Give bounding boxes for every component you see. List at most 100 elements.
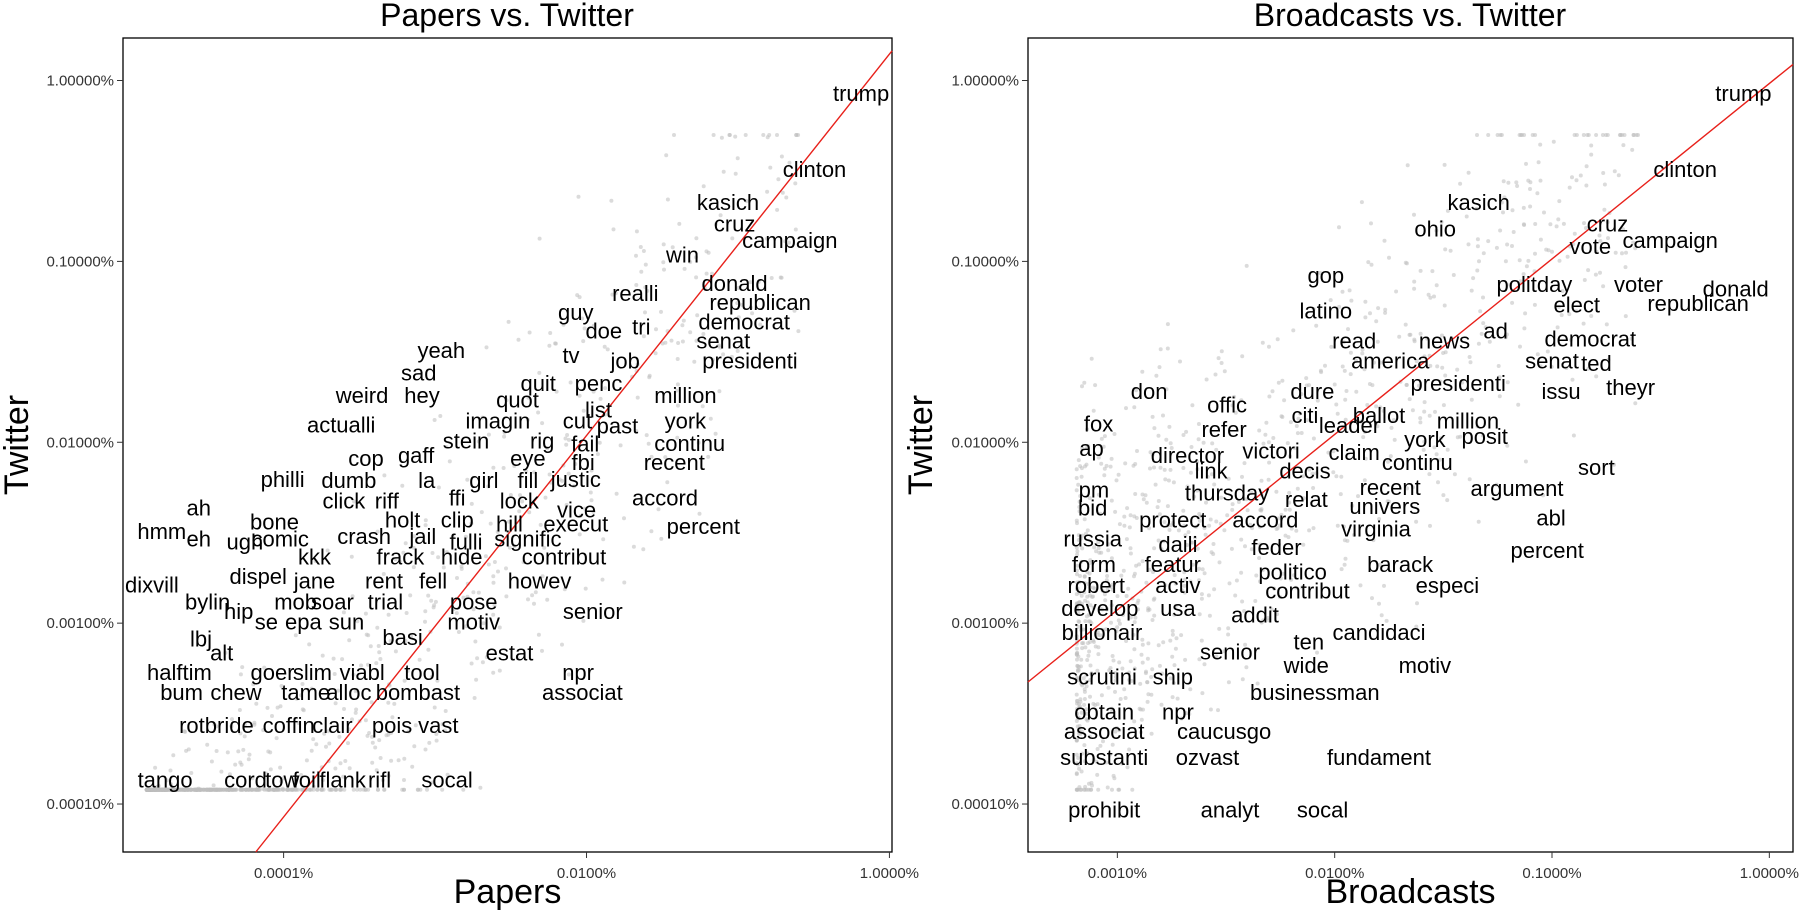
background-point (1094, 759, 1099, 764)
background-point (1474, 206, 1479, 211)
background-point (349, 554, 354, 559)
word-label-robert: robert (1068, 573, 1125, 598)
word-label-riff: riff (375, 489, 400, 514)
background-point (1278, 595, 1282, 599)
y-tick-label: 0.10000% (951, 253, 1019, 270)
background-point (575, 293, 580, 298)
background-point (1240, 677, 1245, 682)
background-point (1079, 657, 1084, 662)
background-point (238, 731, 243, 736)
word-label-politday: politday (1496, 272, 1572, 297)
word-label-relat: relat (1285, 487, 1328, 512)
background-point (1561, 221, 1566, 226)
word-label-ffi: ffi (449, 485, 466, 510)
background-point (581, 339, 586, 344)
background-point (1082, 787, 1087, 792)
background-point (775, 133, 779, 137)
background-point (718, 213, 723, 218)
background-point (436, 555, 441, 560)
background-point (527, 330, 532, 335)
background-point (233, 762, 238, 767)
background-point (1567, 185, 1572, 190)
background-point (1202, 571, 1207, 576)
background-point (1149, 675, 1154, 679)
background-point (1159, 547, 1164, 552)
background-point (402, 678, 407, 683)
background-point (211, 783, 216, 788)
background-point (1623, 314, 1628, 319)
background-point (1388, 454, 1393, 459)
background-point (400, 483, 405, 488)
background-point (1115, 594, 1120, 599)
background-point (1096, 546, 1101, 551)
background-point (1331, 470, 1336, 475)
word-label-continu: continu (654, 431, 725, 456)
word-label-clair: clair (312, 713, 352, 738)
background-point (1076, 624, 1081, 629)
background-point (517, 509, 522, 514)
background-point (1346, 327, 1350, 332)
background-point (508, 493, 513, 497)
background-point (1604, 322, 1609, 327)
background-point (1113, 689, 1117, 694)
background-point (573, 462, 578, 466)
background-point (1112, 432, 1117, 436)
background-point (254, 701, 259, 706)
background-point (1597, 233, 1602, 238)
word-label-ballot: ballot (1353, 403, 1406, 428)
word-label-presidenti: presidenti (702, 348, 797, 373)
background-point (412, 534, 416, 539)
background-point (580, 316, 585, 321)
background-point (1475, 244, 1480, 249)
background-point (1100, 588, 1105, 593)
background-point (1093, 644, 1098, 649)
word-label-alt: alt (210, 640, 233, 665)
word-label-abl: abl (1536, 505, 1565, 530)
background-point (1077, 505, 1082, 509)
word-label-form: form (1072, 552, 1116, 577)
background-point (1436, 480, 1440, 485)
word-label-ah: ah (186, 496, 210, 521)
x-tick-label: 1.0000% (1740, 865, 1799, 882)
background-point (1158, 347, 1163, 352)
background-point (1074, 637, 1079, 642)
word-label-dumb: dumb (321, 468, 376, 493)
background-point (1118, 697, 1123, 701)
background-point (1418, 416, 1423, 421)
background-point (1267, 618, 1271, 623)
background-point (1122, 687, 1127, 692)
background-point (1240, 474, 1244, 479)
background-point (1147, 526, 1152, 531)
background-point (703, 356, 708, 361)
background-point (1078, 563, 1083, 568)
background-point (231, 787, 236, 792)
background-point (1157, 512, 1162, 517)
background-point (1378, 360, 1383, 365)
background-point (1572, 231, 1577, 236)
background-point (1143, 493, 1148, 498)
background-point (1495, 133, 1500, 137)
background-point (1427, 472, 1432, 477)
background-point (1086, 619, 1091, 624)
background-point (1175, 696, 1180, 701)
background-point (175, 787, 180, 792)
background-point (1171, 480, 1176, 485)
background-point (1078, 731, 1083, 736)
background-point (1302, 496, 1306, 501)
background-point (1239, 570, 1244, 575)
word-label-virginia: virginia (1341, 516, 1411, 541)
background-point (1076, 458, 1081, 463)
background-point (491, 465, 496, 470)
word-label-univers: univers (1349, 494, 1420, 519)
background-point (1211, 542, 1216, 546)
background-point (354, 688, 359, 693)
background-point (1581, 321, 1586, 326)
background-point (322, 731, 327, 736)
word-label-clip: clip (441, 507, 474, 532)
background-point (1184, 711, 1189, 716)
background-point (1145, 656, 1150, 661)
background-point (429, 598, 434, 603)
background-point (1497, 375, 1502, 380)
background-point (1074, 692, 1079, 697)
background-point (1080, 751, 1085, 756)
